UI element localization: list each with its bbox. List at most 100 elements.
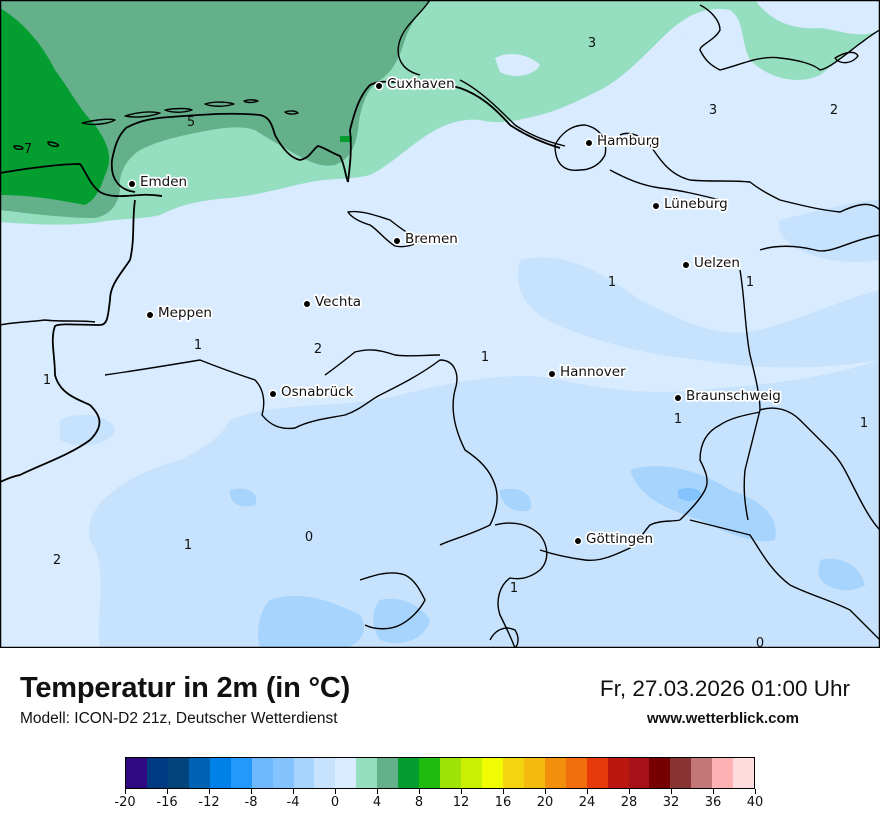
- city-markers: Cuxhaven Hamburg Emden Lüneburg Bremen Uelzen…: [127, 74, 783, 549]
- colorbar-segment: [440, 758, 461, 788]
- colorbar-segment: [356, 758, 378, 788]
- colorbar-segment: [314, 758, 336, 788]
- colorbar-tick: [124, 789, 126, 794]
- city-label: Emden: [140, 174, 187, 190]
- city-dot-icon: [304, 301, 310, 307]
- colorbar-tick-label: 8: [414, 795, 424, 810]
- city-label: Hannover: [560, 364, 626, 380]
- city-label: Cuxhaven: [387, 76, 455, 92]
- contour-value-label: 0: [756, 636, 764, 648]
- colorbar-segment: [607, 758, 629, 788]
- city-dot-icon: [683, 262, 689, 268]
- colorbar-segment: [398, 758, 420, 788]
- city-dot-icon: [376, 83, 382, 89]
- colorbar-tick: [712, 789, 714, 794]
- city-marker: Meppen: [145, 303, 214, 323]
- contour-value-label: 1: [674, 412, 682, 427]
- colorbar-segment: [628, 758, 650, 788]
- colorbar-segment: [335, 758, 357, 788]
- colorbar-segment: [461, 758, 482, 788]
- temp-zone-minus6-minus4: [678, 487, 702, 501]
- contour-value-label: 3: [588, 36, 596, 51]
- colorbar-tick: [754, 789, 756, 794]
- colorbar-segment: [251, 758, 273, 788]
- temp-zone-6-8-patch: [340, 136, 352, 142]
- colorbar-tick-label: 40: [746, 795, 764, 810]
- temp-zone-0-2-hole: [495, 54, 540, 76]
- city-label: Braunschweig: [686, 388, 781, 404]
- colorbar-segment: [523, 758, 545, 788]
- colorbar-segment: [272, 758, 294, 788]
- city-dot-icon: [394, 238, 400, 244]
- colorbar-tick: [670, 789, 672, 794]
- colorbar-tick-label: -8: [244, 795, 258, 810]
- city-marker: Bremen: [392, 229, 460, 249]
- city-marker: Uelzen: [681, 253, 742, 273]
- city-marker: Göttingen: [573, 529, 655, 549]
- colorbar-tick: [460, 789, 462, 794]
- city-marker: Braunschweig: [673, 386, 783, 406]
- city-marker: Cuxhaven: [374, 74, 456, 94]
- city-dot-icon: [586, 140, 592, 146]
- colorbar-segment: [691, 758, 713, 788]
- colorbar-tick: [628, 789, 630, 794]
- contour-value-label: 2: [830, 103, 838, 118]
- city-label: Bremen: [405, 231, 458, 247]
- colorbar-segment: [209, 758, 231, 788]
- temp-zone-0-2-hole: [755, 0, 880, 35]
- contour-value-label: 2: [53, 553, 61, 568]
- colorbar-segment: [146, 758, 168, 788]
- colorbar-tick-label: 0: [330, 795, 340, 810]
- city-dot-icon: [147, 312, 153, 318]
- city-marker: Hamburg: [584, 131, 661, 151]
- city-marker: Osnabrück: [268, 382, 355, 402]
- temperature-map: 3 3 2 5 7 1 1 1 2 1 1 1 1 0 1 2 1 0 Cuxhaven Hamburg Emden L…: [0, 0, 880, 648]
- temp-zone-minus4-minus2: [229, 466, 865, 648]
- colorbar-segment: [565, 758, 587, 788]
- contour-value-label: 0: [305, 530, 313, 545]
- colorbar-segment: [126, 758, 147, 788]
- colorbar-segment: [188, 758, 210, 788]
- website-link[interactable]: www.wetterblick.com: [647, 710, 799, 727]
- colorbar-tick-label: -12: [198, 795, 220, 810]
- city-label: Vechta: [315, 294, 361, 310]
- colorbar-segment: [670, 758, 692, 788]
- city-label: Meppen: [158, 305, 212, 321]
- colorbar-tick: [376, 789, 378, 794]
- contour-value-label: 5: [187, 115, 195, 130]
- city-marker: Hannover: [547, 362, 628, 382]
- temp-zone-6-8: [0, 8, 110, 205]
- colorbar-tick: [544, 789, 546, 794]
- city-dot-icon: [270, 391, 276, 397]
- colorbar-segment: [419, 758, 441, 788]
- contour-value-label: 1: [860, 416, 868, 431]
- contour-value-label: 7: [24, 142, 32, 157]
- city-marker: Emden: [127, 172, 189, 192]
- city-label: Uelzen: [694, 255, 740, 271]
- city-marker: Lüneburg: [651, 194, 729, 214]
- colorbar-tick: [250, 789, 252, 794]
- colorbar-tick-label: -4: [286, 795, 300, 810]
- contour-value-label: 1: [746, 275, 754, 290]
- city-dot-icon: [653, 203, 659, 209]
- city-label: Göttingen: [586, 531, 653, 547]
- forecast-datetime: Fr, 27.03.2026 01:00 Uhr: [599, 676, 850, 701]
- temp-zone-minus2-0: [0, 200, 880, 648]
- colorbar-tick: [418, 789, 420, 794]
- colorbar-segment: [167, 758, 189, 788]
- city-marker: Vechta: [302, 292, 363, 312]
- colorbar-tick-label: -16: [156, 795, 178, 810]
- colorbar-tick-label: 32: [662, 795, 680, 810]
- colorbar-tick: [334, 789, 336, 794]
- contour-value-label: 1: [510, 581, 518, 596]
- colorbar-segment: [293, 758, 315, 788]
- colorbar-tick-label: -20: [114, 795, 136, 810]
- colorbar-segment: [649, 758, 671, 788]
- contour-value-label: 1: [194, 338, 202, 353]
- colorbar-tick: [166, 789, 168, 794]
- temperature-colorbar: [125, 757, 755, 789]
- colorbar-segment: [733, 758, 755, 788]
- colorbar-tick-label: 36: [704, 795, 722, 810]
- contour-value-label: 1: [481, 350, 489, 365]
- colorbar-tick: [586, 789, 588, 794]
